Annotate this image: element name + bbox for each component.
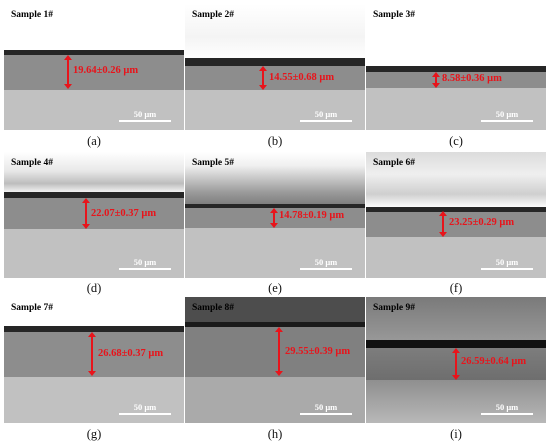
thickness-value: 22.07±0.37 μm <box>91 208 157 219</box>
scale-bar-line <box>481 268 533 270</box>
micrograph-panel-1: Sample 1# 19.64±0.26 μm 50 μm <box>4 4 184 130</box>
background-region <box>366 297 546 342</box>
thickness-value: 26.59±0.64 μm <box>461 356 527 367</box>
panel-caption: (e) <box>268 281 282 295</box>
surface-film <box>366 340 546 348</box>
thickness-arrow <box>64 55 72 89</box>
background-region <box>4 297 184 327</box>
background-region <box>366 4 546 67</box>
sample-label: Sample 4# <box>11 158 53 168</box>
micrograph-panel-7: Sample 7# 26.68±0.37 μm 50 μm <box>4 297 184 423</box>
scale-bar: 50 μm <box>300 257 352 270</box>
micrograph-panel-2: Sample 2# 14.55±0.68 μm 50 μm <box>185 4 365 130</box>
scale-bar: 50 μm <box>481 402 533 415</box>
scale-bar: 50 μm <box>481 109 533 122</box>
scale-bar: 50 μm <box>481 257 533 270</box>
panel-caption: (i) <box>450 427 462 441</box>
substrate-layer <box>4 90 184 130</box>
sample-label: Sample 7# <box>11 303 53 313</box>
surface-film <box>366 66 546 72</box>
surface-film <box>185 322 365 327</box>
background-region <box>185 297 365 323</box>
substrate-layer <box>366 237 546 278</box>
scale-bar: 50 μm <box>119 109 171 122</box>
sample-label: Sample 9# <box>373 303 415 313</box>
substrate-layer <box>185 377 365 423</box>
thickness-arrow <box>88 332 96 376</box>
scale-bar-line <box>300 120 352 122</box>
substrate-layer <box>185 228 365 278</box>
sample-label: Sample 6# <box>373 158 415 168</box>
substrate-layer <box>4 377 184 423</box>
substrate-layer <box>366 88 546 130</box>
thickness-arrow <box>275 327 283 376</box>
thickness-value: 26.68±0.37 μm <box>98 348 164 359</box>
sample-label: Sample 1# <box>11 10 53 20</box>
thickness-arrow <box>452 348 460 380</box>
scale-bar: 50 μm <box>119 257 171 270</box>
panel-caption: (f) <box>449 281 463 295</box>
sample-label: Sample 3# <box>373 10 415 20</box>
thickness-arrow <box>432 72 440 88</box>
micrograph-panel-9: Sample 9# 26.59±0.64 μm 50 μm <box>366 297 546 423</box>
coating-layer <box>185 327 365 377</box>
panel-caption: (h) <box>267 427 283 441</box>
panel-caption: (b) <box>267 134 283 148</box>
panel-caption: (c) <box>449 134 463 148</box>
thickness-arrow <box>439 211 447 237</box>
micrograph-panel-6: Sample 6# 23.25±0.29 μm 50 μm <box>366 152 546 278</box>
scale-bar: 50 μm <box>119 402 171 415</box>
sample-label: Sample 5# <box>192 158 234 168</box>
coating-layer <box>4 198 184 229</box>
thickness-arrow <box>259 66 267 90</box>
panel-caption: (g) <box>86 427 102 441</box>
background-region <box>4 4 184 51</box>
surface-film <box>185 204 365 208</box>
micrograph-panel-4: Sample 4# 22.07±0.37 μm 50 μm <box>4 152 184 278</box>
surface-film <box>4 50 184 55</box>
substrate-layer <box>185 90 365 130</box>
sample-label: Sample 8# <box>192 303 234 313</box>
thickness-value: 14.55±0.68 μm <box>269 72 335 83</box>
thickness-arrow <box>270 208 278 228</box>
micrograph-panel-5: Sample 5# 14.78±0.19 μm 50 μm <box>185 152 365 278</box>
scale-bar-line <box>119 413 171 415</box>
panel-caption: (d) <box>86 281 102 295</box>
thickness-value: 14.78±0.19 μm <box>279 210 345 221</box>
scale-bar: 50 μm <box>300 109 352 122</box>
coating-layer <box>185 208 365 228</box>
substrate-layer <box>366 380 546 423</box>
background-region <box>4 152 184 194</box>
surface-film <box>366 207 546 212</box>
thickness-value: 23.25±0.29 μm <box>449 217 515 228</box>
scale-bar-line <box>481 120 533 122</box>
micrograph-panel-8: Sample 8# 29.55±0.39 μm 50 μm <box>185 297 365 423</box>
background-region <box>185 152 365 206</box>
scale-bar: 50 μm <box>300 402 352 415</box>
coating-layer <box>185 66 365 90</box>
thickness-value: 8.58±0.36 μm <box>442 73 502 84</box>
substrate-layer <box>4 229 184 278</box>
scale-bar-line <box>300 413 352 415</box>
panel-caption: (a) <box>87 134 101 148</box>
thickness-value: 19.64±0.26 μm <box>73 65 139 76</box>
scale-bar-line <box>300 268 352 270</box>
thickness-arrow <box>82 198 90 229</box>
background-region <box>366 152 546 208</box>
scale-bar-line <box>481 413 533 415</box>
background-region <box>185 4 365 59</box>
micrograph-panel-3: Sample 3# 8.58±0.36 μm 50 μm <box>366 4 546 130</box>
scale-bar-line <box>119 268 171 270</box>
thickness-value: 29.55±0.39 μm <box>285 346 351 357</box>
scale-bar-line <box>119 120 171 122</box>
coating-layer <box>4 55 184 90</box>
coating-layer <box>4 332 184 377</box>
surface-film <box>4 192 184 198</box>
coating-layer <box>366 212 546 237</box>
sample-label: Sample 2# <box>192 10 234 20</box>
coating-layer <box>366 72 546 88</box>
surface-film <box>4 326 184 332</box>
surface-film <box>185 58 365 66</box>
